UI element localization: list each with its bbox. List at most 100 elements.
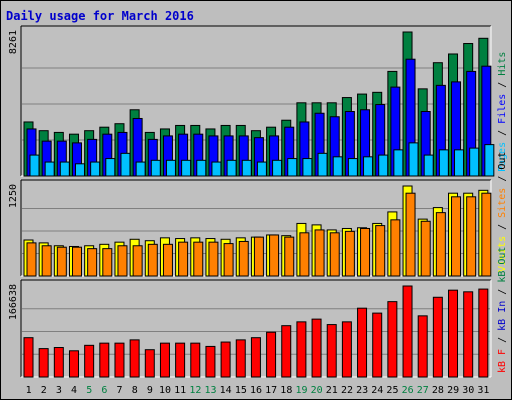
- bar-sites-day-27: [420, 220, 431, 277]
- bar-kb-f-day-8: [129, 339, 140, 378]
- bar-sites-day-3: [56, 246, 67, 277]
- chart-panels: 8261 Pages / Files / Hits 1250 Visits / Sit…: [8, 25, 508, 378]
- bar-sites-day-28: [435, 212, 446, 277]
- bar-pages-day-16: [256, 161, 267, 177]
- bar-pages-day-6: [105, 158, 116, 177]
- x-tick-day-3: 3: [56, 385, 62, 396]
- bar-sites-day-8: [132, 245, 143, 277]
- bar-pages-day-17: [272, 159, 283, 177]
- bar-pages-day-23: [363, 156, 374, 177]
- legend-entry-kbf-2: kB In: [497, 301, 508, 331]
- series-kb-f: [23, 285, 489, 378]
- bar-kb-f-day-22: [341, 321, 352, 378]
- bar-pages-day-9: [150, 159, 161, 177]
- x-tick-day-4: 4: [71, 385, 77, 396]
- bar-sites-day-25: [390, 219, 401, 277]
- x-tick-day-12: 12: [189, 385, 201, 396]
- legend-entry-visits-2: Sites: [497, 188, 508, 218]
- x-tick-day-8: 8: [132, 385, 138, 396]
- x-tick-day-22: 22: [341, 385, 353, 396]
- bar-kb-f-day-31: [478, 288, 489, 378]
- x-tick-day-15: 15: [235, 385, 247, 396]
- bar-kb-f-day-21: [326, 324, 337, 378]
- bar-pages-day-19: [302, 158, 313, 177]
- legend-entry-kbf-1: /: [497, 331, 508, 349]
- bar-kb-f-day-15: [235, 339, 246, 378]
- bar-kb-f-day-30: [463, 291, 474, 378]
- bar-pages-day-7: [120, 152, 131, 177]
- bar-pages-day-30: [469, 147, 480, 177]
- x-tick-day-18: 18: [280, 385, 292, 396]
- bar-kb-f-day-3: [53, 347, 64, 378]
- x-tick-day-10: 10: [159, 385, 171, 396]
- legend-entry-hits-4: Hits: [497, 52, 508, 76]
- x-tick-day-9: 9: [147, 385, 153, 396]
- bar-kb-f-day-19: [296, 321, 307, 378]
- x-tick-day-13: 13: [204, 385, 216, 396]
- x-tick-day-27: 27: [417, 385, 429, 396]
- bar-sites-day-5: [87, 248, 98, 277]
- x-tick-day-30: 30: [462, 385, 474, 396]
- x-tick-day-20: 20: [311, 385, 323, 396]
- legend-entry-hits-0: Pages: [497, 142, 508, 172]
- bar-kb-f-day-9: [144, 349, 155, 378]
- bar-pages-day-20: [317, 152, 328, 177]
- bar-sites-day-20: [314, 229, 325, 277]
- bar-pages-day-29: [454, 149, 465, 177]
- legend-entry-kbf-4: kB Out: [497, 247, 508, 283]
- bar-sites-day-15: [238, 240, 249, 277]
- chart-title: Daily usage for March 2016: [6, 9, 194, 23]
- bar-kb-f-day-2: [38, 348, 49, 378]
- bar-sites-day-7: [117, 245, 128, 277]
- y-max-label-kbf: 166638: [8, 284, 19, 320]
- bar-pages-day-1: [29, 154, 40, 177]
- legend-entry-hits-1: /: [497, 124, 508, 142]
- bar-sites-day-12: [193, 241, 204, 277]
- legend-visits: Visits / Sites / Out: [497, 152, 508, 272]
- bar-pages-day-14: [226, 159, 237, 177]
- x-tick-day-17: 17: [265, 385, 277, 396]
- x-tick-day-28: 28: [432, 385, 444, 396]
- legend-entry-kbf-3: /: [497, 283, 508, 301]
- bar-sites-day-22: [344, 230, 355, 277]
- bar-sites-day-31: [481, 192, 492, 277]
- x-tick-day-21: 21: [326, 385, 338, 396]
- bar-kb-f-day-20: [311, 318, 322, 378]
- bar-sites-day-16: [253, 236, 264, 277]
- x-tick-day-2: 2: [41, 385, 47, 396]
- x-tick-day-1: 1: [26, 385, 32, 396]
- bar-sites-day-21: [329, 232, 340, 277]
- y-max-label-hits: 8261: [8, 30, 19, 54]
- x-tick-day-6: 6: [101, 385, 107, 396]
- bar-sites-day-19: [299, 232, 310, 277]
- x-tick-day-29: 29: [447, 385, 459, 396]
- legend-kbf: kB F / kB In / kB Out: [497, 247, 508, 373]
- x-tick-day-31: 31: [477, 385, 489, 396]
- x-axis-day-labels: 1 2 3 4 5 6 7 8 9 10 11 12 13 14 15 16 17 18 19 20 21 22 23 24 2…: [26, 385, 490, 396]
- x-tick-day-23: 23: [356, 385, 368, 396]
- bar-pages-day-21: [332, 156, 343, 177]
- legend-entry-visits-1: /: [497, 218, 508, 236]
- panel-hits: 8261 Pages / Files / Hits: [8, 25, 508, 177]
- bar-kb-f-day-10: [159, 342, 170, 378]
- x-tick-day-24: 24: [371, 385, 383, 396]
- series-pages: [29, 142, 495, 177]
- legend-entry-visits-4: Out: [497, 152, 508, 170]
- legend-entry-kbf-0: kB F: [497, 349, 508, 373]
- bar-kb-f-day-14: [220, 341, 231, 378]
- x-tick-day-16: 16: [250, 385, 262, 396]
- bar-kb-f-day-4: [68, 350, 79, 378]
- legend-entry-hits-2: Files: [497, 94, 508, 124]
- bar-pages-day-26: [408, 142, 419, 177]
- bar-kb-f-day-13: [205, 345, 216, 378]
- bar-kb-f-day-6: [99, 342, 110, 378]
- bar-kb-f-day-7: [114, 342, 125, 378]
- bar-kb-f-day-17: [266, 331, 277, 378]
- y-max-label-visits: 1250: [8, 184, 19, 208]
- bar-sites-day-23: [360, 227, 371, 277]
- bar-pages-day-22: [347, 158, 358, 177]
- bar-pages-day-8: [135, 161, 146, 177]
- x-tick-day-7: 7: [117, 385, 123, 396]
